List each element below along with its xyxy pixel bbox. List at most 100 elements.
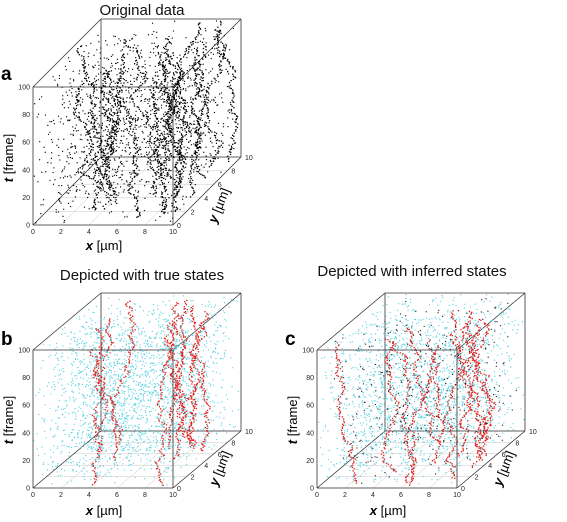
trajectory-point	[162, 64, 164, 66]
data-point	[110, 203, 112, 205]
trajectory-point	[175, 192, 178, 195]
trajectory-point	[164, 89, 167, 91]
trajectory-point	[128, 188, 131, 190]
data-point	[102, 408, 104, 410]
panel-a-title: Original data	[99, 2, 185, 19]
data-point	[203, 433, 205, 435]
trajectory-point	[104, 190, 106, 193]
trajectory-point	[170, 139, 172, 141]
data-point	[189, 140, 192, 142]
trajectory-point	[180, 134, 183, 136]
trajectory-point	[164, 372, 167, 374]
trajectory-point	[190, 109, 193, 112]
trajectory-point	[173, 327, 175, 329]
data-point	[37, 113, 40, 115]
trajectory-point	[216, 139, 219, 141]
data-point	[153, 103, 156, 105]
trajectory-point	[189, 394, 192, 397]
data-point	[119, 40, 122, 42]
trajectory-point	[169, 129, 171, 132]
trajectory-point	[96, 411, 98, 413]
trajectory-point	[166, 326, 169, 329]
data-point	[187, 146, 189, 149]
trajectory-point	[218, 52, 221, 55]
data-point	[88, 361, 91, 363]
trajectory-point	[214, 137, 217, 139]
trajectory-point	[175, 304, 178, 306]
trajectory-point	[162, 73, 164, 75]
data-point	[117, 464, 119, 467]
data-point	[125, 117, 128, 120]
data-point	[78, 392, 80, 394]
panel-a-points	[33, 20, 239, 224]
data-point	[196, 59, 198, 61]
trajectory-point	[148, 140, 151, 142]
data-point	[75, 91, 77, 93]
trajectory-point	[201, 71, 203, 74]
data-point	[103, 443, 105, 445]
trajectory-point	[188, 173, 191, 176]
trajectory-point	[192, 439, 195, 442]
trajectory-point	[190, 396, 193, 398]
trajectory-point	[194, 359, 196, 361]
data-point	[97, 140, 99, 142]
data-point	[174, 119, 176, 121]
trajectory-point	[130, 115, 132, 118]
data-point	[177, 426, 179, 428]
trajectory-point	[207, 117, 209, 119]
data-point	[86, 383, 88, 386]
data-point	[51, 461, 54, 464]
trajectory-point	[106, 174, 108, 176]
trajectory-point	[167, 93, 170, 96]
data-point	[42, 204, 44, 206]
data-point	[89, 129, 91, 132]
data-point	[83, 61, 85, 63]
data-point	[120, 135, 123, 137]
trajectory-point	[91, 178, 93, 180]
data-point	[143, 155, 146, 157]
trajectory-point	[121, 428, 124, 431]
trajectory-point	[121, 70, 123, 73]
trajectory-point	[217, 39, 219, 41]
trajectory-point	[233, 106, 235, 109]
trajectory-point	[176, 301, 178, 304]
data-point	[70, 446, 73, 449]
trajectory-point	[185, 410, 188, 413]
trajectory-point	[170, 131, 172, 133]
data-point	[158, 317, 160, 319]
trajectory-point	[83, 77, 86, 79]
trajectory-point	[156, 465, 159, 467]
data-point	[165, 347, 167, 349]
data-point	[214, 96, 216, 99]
trajectory-point	[187, 433, 189, 436]
data-point	[198, 412, 200, 414]
data-point	[106, 119, 108, 122]
data-point	[87, 115, 90, 118]
trajectory-point	[101, 106, 104, 108]
data-point	[177, 153, 180, 155]
trajectory-point	[165, 48, 167, 50]
trajectory-point	[135, 197, 138, 200]
trajectory-point	[173, 140, 176, 142]
data-point	[175, 83, 178, 86]
data-point	[69, 103, 71, 105]
data-point	[136, 139, 139, 142]
data-point	[200, 131, 202, 133]
trajectory-point	[163, 187, 166, 190]
t-tick-label: 0	[26, 223, 30, 230]
trajectory-point	[89, 351, 91, 353]
data-point	[154, 71, 157, 74]
data-point	[227, 125, 229, 128]
data-point	[204, 364, 206, 366]
trajectory-point	[204, 389, 207, 392]
trajectory-point	[178, 413, 181, 415]
data-point	[227, 110, 229, 112]
data-point	[184, 120, 186, 123]
data-point	[118, 38, 120, 40]
trajectory-point	[164, 343, 166, 346]
trajectory-point	[170, 136, 173, 138]
trajectory-point	[111, 105, 113, 107]
trajectory-point	[80, 45, 83, 47]
data-point	[97, 73, 100, 75]
trajectory-point	[171, 76, 174, 79]
